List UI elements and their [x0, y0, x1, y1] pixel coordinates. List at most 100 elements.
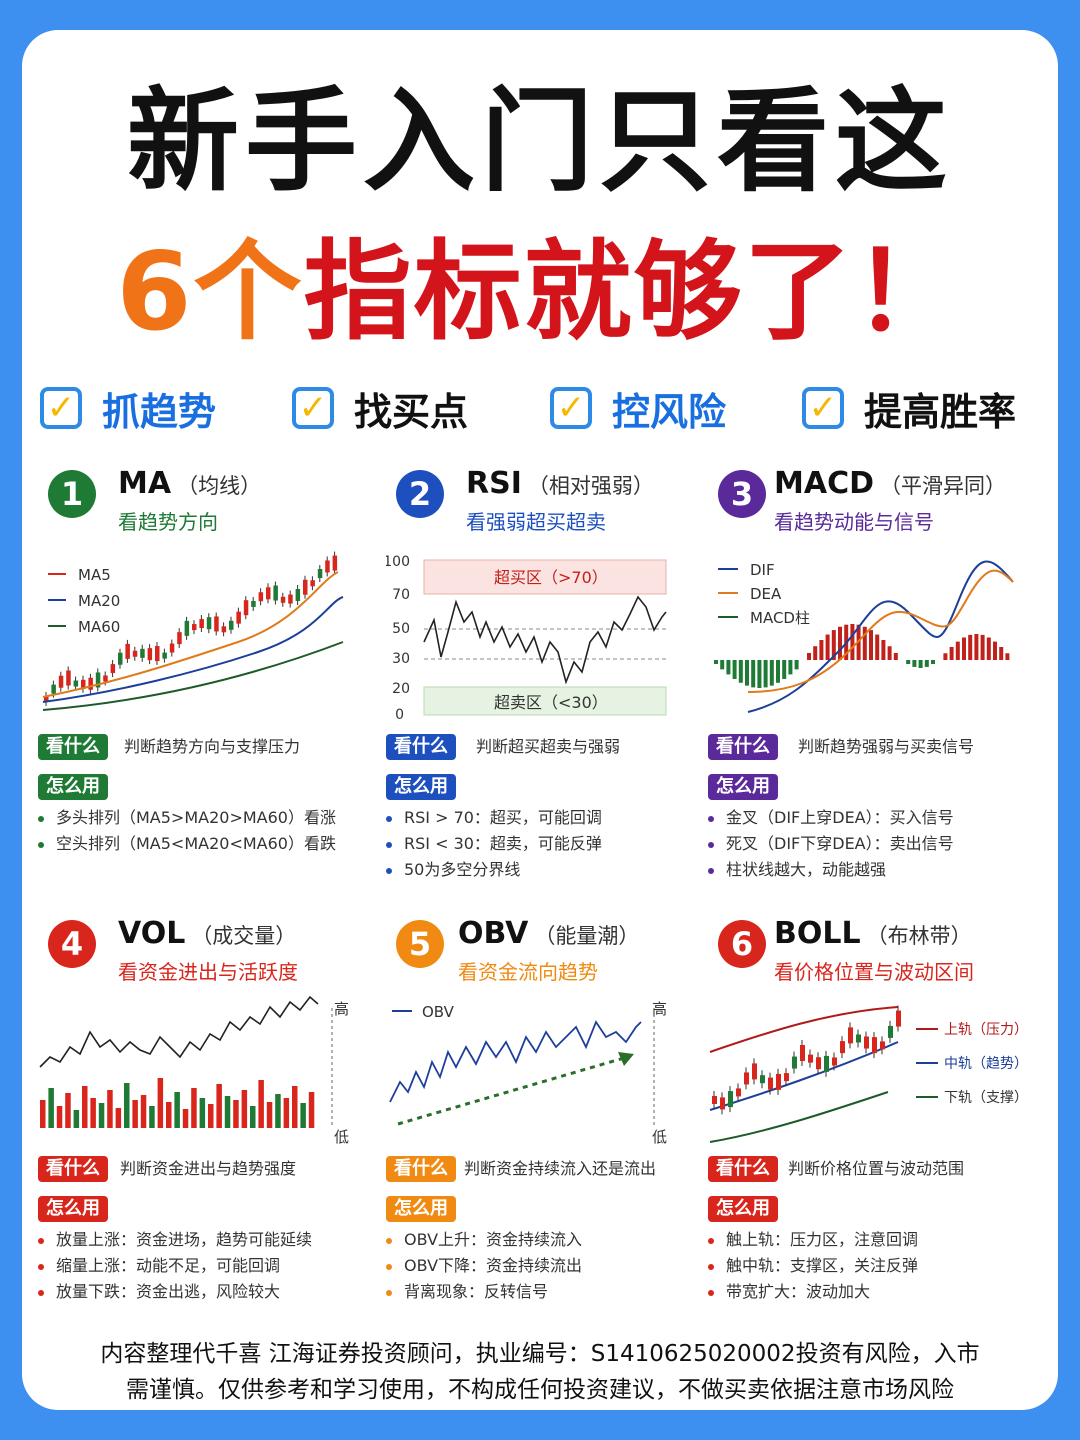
macd-bar: [738, 660, 743, 683]
footer-line2: 需谨慎。仅供参考和学习使用，不构成任何投资建议，不做买卖依据注意市场风险: [126, 1377, 954, 1403]
how-tag: 怎么用: [708, 774, 778, 800]
candle: [295, 588, 301, 601]
bullet-item: 空头排列（MA5<MA20<MA60）看跌: [38, 834, 336, 854]
volume-bar: [216, 1084, 222, 1128]
indicator-subtitle: 看资金进出与活跃度: [118, 960, 298, 984]
candle: [303, 579, 308, 595]
rsi-chart: 超买区（>70） 超卖区（<30） 100 70 50 30 20 0: [386, 554, 667, 722]
candle: [332, 555, 338, 571]
candle: [872, 1037, 877, 1054]
dif-line: [747, 560, 1014, 713]
indicator-name: OBV （能量潮）: [458, 916, 640, 951]
bullet-item: 50为多空分界线: [386, 860, 520, 880]
what-tag: 看什么: [708, 734, 778, 760]
dea-line: [747, 569, 1014, 693]
number-badge: 1: [48, 470, 96, 518]
candle: [317, 569, 323, 579]
volume-bar: [191, 1088, 197, 1128]
bullet-item: 柱状线越大，动能越强: [708, 860, 886, 880]
macd-bar: [751, 660, 756, 688]
volume-bar: [90, 1098, 96, 1128]
candle: [736, 1088, 741, 1097]
candle: [768, 1077, 773, 1090]
vol-chart: 高 低: [39, 995, 349, 1146]
volume-bar: [292, 1086, 298, 1128]
indicator-subtitle: 看资金流向趋势: [458, 960, 598, 984]
macd-bar: [763, 660, 768, 688]
footer-line1: 内容整理代千喜 江海证券投资顾问，执业编号：S1410625020002投资有风…: [100, 1341, 980, 1367]
high-label: 高: [334, 1000, 349, 1018]
volume-bar: [166, 1102, 172, 1128]
goal-checklist: ✓ 抓趋势 ✓ 找买点 ✓ 控风险 ✓ 提高胜率: [40, 380, 1050, 436]
candle: [73, 680, 79, 687]
indicator-subtitle: 看强弱超买超卖: [466, 510, 606, 534]
volume-bar: [82, 1086, 88, 1128]
lower-band: [709, 1091, 889, 1143]
macd-bar: [869, 630, 873, 660]
indicator-subtitle: 看价格位置与波动区间: [774, 960, 974, 984]
legend-ma5: MA5: [78, 566, 111, 584]
ma60-line: [42, 641, 344, 711]
volume-bar: [266, 1102, 273, 1128]
candle: [162, 652, 167, 659]
overbought-label: 超买区（>70）: [494, 568, 608, 587]
legend-macd-bar: MACD柱: [750, 609, 810, 627]
macd-bar: [726, 660, 731, 675]
number-badge: 6: [718, 920, 766, 968]
macd-bar: [838, 626, 842, 660]
check-item-buy: ✓ 找买点: [292, 380, 468, 436]
volume-bar: [124, 1083, 130, 1128]
candle: [132, 650, 138, 657]
volume-bar: [48, 1088, 54, 1128]
check-label: 提高胜率: [864, 389, 1017, 434]
candle: [800, 1045, 805, 1062]
bullet-item: 触中轨：支撑区，关注反弹: [708, 1256, 918, 1276]
candle: [792, 1056, 797, 1069]
volume-bar: [208, 1104, 214, 1128]
candle: [266, 587, 271, 600]
macd-bar: [999, 647, 1004, 660]
candle: [147, 648, 153, 661]
candle: [199, 619, 204, 629]
ytick: 70: [392, 587, 410, 603]
volume-bar: [174, 1092, 180, 1128]
price-line: [39, 995, 319, 1068]
check-item-winrate: ✓ 提高胜率: [802, 380, 1016, 436]
ytick: 0: [395, 707, 404, 722]
volume-bar: [73, 1110, 80, 1128]
candle: [864, 1036, 869, 1049]
number-badge: 4: [48, 920, 96, 968]
candle: [66, 670, 71, 686]
indicator-subtitle: 看趋势方向: [118, 510, 218, 534]
candle: [288, 594, 293, 604]
macd-bar: [862, 626, 867, 660]
macd-histogram: [714, 624, 1010, 688]
candle: [808, 1054, 813, 1063]
volume-bar: [115, 1108, 122, 1128]
macd-bar: [831, 630, 836, 660]
macd-bar: [949, 647, 954, 660]
bullet-item: RSI < 30：超卖，可能反弹: [386, 834, 602, 854]
ytick: 100: [386, 554, 410, 570]
candle: [888, 1025, 893, 1038]
volume-bar: [56, 1106, 63, 1128]
obv-chart: OBV 高 低: [389, 1000, 667, 1146]
macd-bar: [825, 634, 830, 660]
panel-vol: 4 VOL （成交量） 看资金进出与活跃度 高 低 看什么 判断资金进出与趋势强度…: [38, 912, 368, 1312]
legend-upper: 上轨（压力）: [944, 1022, 1028, 1038]
what-text: 判断超买超卖与强弱: [476, 737, 621, 756]
candle: [760, 1075, 765, 1084]
candle: [776, 1073, 781, 1090]
how-tag: 怎么用: [38, 774, 108, 800]
how-tag: 怎么用: [386, 1196, 456, 1222]
macd-bar: [819, 639, 824, 660]
legend-ma60: MA60: [78, 618, 120, 636]
ytick: 30: [392, 651, 410, 667]
indicator-name: VOL （成交量）: [118, 916, 297, 951]
panel-obv: 5 OBV （能量潮） 看资金流向趋势 OBV 高 低 看什么 判断资金持续流入还…: [386, 912, 716, 1312]
candle: [728, 1091, 733, 1108]
volume-bar: [98, 1103, 105, 1128]
checkbox-icon: ✓: [802, 387, 844, 429]
macd-bar: [955, 641, 960, 660]
legend-middle: 中轨（趋势）: [944, 1056, 1028, 1072]
